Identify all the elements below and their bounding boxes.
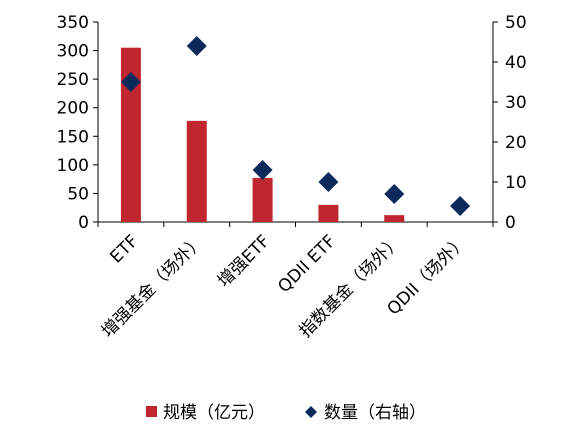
data-point: [450, 196, 471, 216]
left-tick-label: 50: [67, 184, 89, 204]
left-tick-label: 350: [57, 13, 89, 33]
bars-layer: [120, 47, 405, 222]
left-tick-label: 200: [57, 99, 89, 119]
points-layer: [120, 36, 471, 216]
data-point: [252, 160, 273, 180]
data-point: [120, 72, 141, 92]
data-point: [384, 184, 405, 204]
data-point: [318, 172, 339, 192]
right-tick-label: 10: [505, 173, 527, 193]
right-tick-label: 20: [505, 133, 527, 153]
right-tick-label: 0: [505, 213, 516, 233]
right-tick-label: 40: [505, 53, 527, 73]
left-tick-label: 100: [57, 156, 89, 176]
left-tick-label: 0: [78, 213, 89, 233]
legend-swatch-point: [305, 406, 317, 418]
bar: [384, 215, 405, 222]
bar: [120, 47, 141, 222]
data-point: [186, 36, 207, 56]
axes-layer: 0 50 100 150 200 250 300 350 0 10 20 30 40 50: [57, 13, 527, 233]
legend-swatch-bar: [146, 406, 157, 417]
left-tick-label: 250: [57, 70, 89, 90]
left-tick-label: 300: [57, 42, 89, 62]
right-tick-label: 50: [505, 13, 527, 33]
category-label: 增强ETF: [214, 231, 274, 291]
left-tick-label: 150: [57, 127, 89, 147]
legend-label-bar: 规模（亿元）: [163, 403, 265, 423]
right-tick-label: 30: [505, 93, 527, 113]
bar: [252, 178, 273, 222]
category-label: QDII ETF: [274, 231, 340, 297]
legend-label-point: 数量（右轴）: [324, 403, 426, 423]
category-label: ETF: [106, 231, 142, 267]
legend: 规模（亿元） 数量（右轴）: [146, 403, 426, 423]
bar: [318, 204, 339, 222]
bar: [186, 120, 207, 222]
